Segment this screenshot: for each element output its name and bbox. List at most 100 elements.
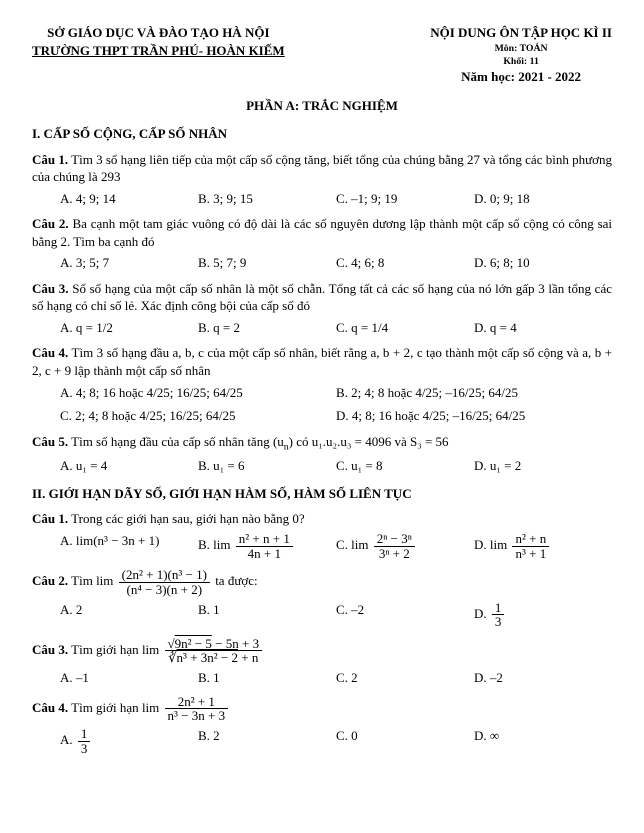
ans-b: B. u₁ = 6 bbox=[198, 457, 336, 475]
ans-d: D. u₁ = 2 bbox=[474, 457, 612, 475]
q-post: ta được: bbox=[215, 573, 257, 588]
ans-b: B. 2 bbox=[198, 727, 336, 755]
q-label: Câu 1. bbox=[32, 511, 68, 526]
s1-q1-answers: A. 4; 9; 14 B. 3; 9; 15 C. –1; 9; 19 D. … bbox=[60, 190, 612, 208]
q-lim: lim bbox=[142, 700, 159, 715]
ans-b: B. lim n² + n + 1 4n + 1 bbox=[198, 532, 336, 560]
ans-d-pre: D. lim bbox=[474, 537, 507, 552]
ans-c: C. lim 2ⁿ − 3ⁿ 3ⁿ + 2 bbox=[336, 532, 474, 560]
q-text-mid: ) có bbox=[289, 434, 312, 449]
s1-q3-answers: A. q = 1/2 B. q = 2 C. q = 1/4 D. q = 4 bbox=[60, 319, 612, 337]
s2-q3-frac: √9n² − 5 − 5n + 3 ∛n³ + 3n² − 2 + n bbox=[165, 637, 263, 665]
s1-q1: Câu 1. Tìm 3 số hạng liên tiếp của một c… bbox=[32, 151, 612, 186]
ans-a: A. u₁ = 4 bbox=[60, 457, 198, 475]
section2-title: II. GIỚI HẠN DÃY SỐ, GIỚI HẠN HÀM SỐ, HÀ… bbox=[32, 485, 612, 503]
ans-d-den: 3 bbox=[492, 615, 505, 629]
ans-b: B. 1 bbox=[198, 669, 336, 687]
ans-d: D. 6; 8; 10 bbox=[474, 254, 612, 272]
q-label: Câu 2. bbox=[32, 573, 68, 588]
ans-d-frac: n² + n n³ + 1 bbox=[512, 532, 549, 560]
ans-b-num: n² + n + 1 bbox=[236, 532, 293, 547]
q-pre: Tìm bbox=[71, 573, 96, 588]
q-text: Số số hạng của một cấp số nhân là một số… bbox=[32, 281, 612, 314]
ans-a: A. 3; 5; 7 bbox=[60, 254, 198, 272]
ans-d-pre: D. bbox=[474, 606, 490, 621]
q-lim: lim bbox=[142, 642, 159, 657]
header-right: NỘI DUNG ÔN TẬP HỌC KÌ II Môn: TOÁN Khối… bbox=[430, 24, 612, 85]
s2-q3-answers: A. –1 B. 1 C. 2 D. –2 bbox=[60, 669, 612, 687]
q-label: Câu 4. bbox=[32, 700, 68, 715]
ans-d: D. 4; 8; 16 hoặc 4/25; –16/25; 64/25 bbox=[336, 407, 612, 425]
q-label: Câu 2. bbox=[32, 216, 69, 231]
q-text: Trong các giới hạn sau, giới hạn nào bằn… bbox=[71, 511, 305, 526]
s2-q1-answers: A. lim(n³ − 3n + 1) B. lim n² + n + 1 4n… bbox=[60, 532, 612, 560]
ans-c-frac: 2ⁿ − 3ⁿ 3ⁿ + 2 bbox=[374, 532, 415, 560]
ans-c: C. u₁ = 8 bbox=[336, 457, 474, 475]
s2-q3-num-tail: − 5n + 3 bbox=[212, 636, 259, 651]
header-left: SỞ GIÁO DỤC VÀ ĐÀO TẠO HÀ NỘI TRƯỜNG THP… bbox=[32, 24, 285, 85]
ans-c: C. q = 1/4 bbox=[336, 319, 474, 337]
q-text: Ba cạnh một tam giác vuông có độ dài là … bbox=[32, 216, 612, 249]
ans-c: C. –2 bbox=[336, 601, 474, 629]
ans-b: B. 1 bbox=[198, 601, 336, 629]
ans-c: C. 2 bbox=[336, 669, 474, 687]
s2-q4-num: 2n² + 1 bbox=[165, 695, 229, 710]
ans-a: A. 4; 9; 14 bbox=[60, 190, 198, 208]
s2-q4-den: n³ − 3n + 3 bbox=[165, 709, 229, 723]
ans-b: B. 2; 4; 8 hoặc 4/25; –16/25; 64/25 bbox=[336, 384, 612, 402]
s2-q3-den-tail: + n bbox=[238, 650, 258, 665]
q-text: Tìm 3 số hạng liên tiếp của một cấp số c… bbox=[32, 152, 612, 185]
part-a-title: PHẦN A: TRẮC NGHIỆM bbox=[32, 97, 612, 115]
s1-q3: Câu 3. Số số hạng của một cấp số nhân là… bbox=[32, 280, 612, 315]
ans-d: D. lim n² + n n³ + 1 bbox=[474, 532, 612, 560]
ans-a-pre: A. bbox=[60, 732, 76, 747]
ans-c-den: 3ⁿ + 2 bbox=[374, 547, 415, 561]
ans-a: A. lim(n³ − 3n + 1) bbox=[60, 532, 198, 560]
s1-q4-answers-row2: C. 2; 4; 8 hoặc 4/25; 16/25; 64/25 D. 4;… bbox=[60, 407, 612, 425]
s1-q2-answers: A. 3; 5; 7 B. 5; 7; 9 C. 4; 6; 8 D. 6; 8… bbox=[60, 254, 612, 272]
s2-q4: Câu 4. Tìm giới hạn lim 2n² + 1 n³ − 3n … bbox=[32, 695, 612, 723]
s1-q2: Câu 2. Ba cạnh một tam giác vuông có độ … bbox=[32, 215, 612, 250]
q-label: Câu 5. bbox=[32, 434, 68, 449]
ans-b-pre: B. lim bbox=[198, 537, 231, 552]
ans-c-pre: C. lim bbox=[336, 537, 369, 552]
ans-b-frac: n² + n + 1 4n + 1 bbox=[236, 532, 293, 560]
ans-a-den: 3 bbox=[78, 742, 91, 756]
s2-q2-frac: (2n² + 1)(n³ − 1) (n⁴ − 3)(n + 2) bbox=[119, 568, 210, 596]
s2-q2-answers: A. 2 B. 1 C. –2 D. 1 3 bbox=[60, 601, 612, 629]
s2-q3: Câu 3. Tìm giới hạn lim √9n² − 5 − 5n + … bbox=[32, 637, 612, 665]
ans-c: C. –1; 9; 19 bbox=[336, 190, 474, 208]
q-pre: Tìm giới hạn bbox=[71, 700, 142, 715]
ans-d-frac: 1 3 bbox=[492, 601, 505, 629]
doc-header: SỞ GIÁO DỤC VÀ ĐÀO TẠO HÀ NỘI TRƯỜNG THP… bbox=[32, 24, 612, 85]
ans-b: B. 3; 9; 15 bbox=[198, 190, 336, 208]
q-label: Câu 1. bbox=[32, 152, 68, 167]
ans-b: B. q = 2 bbox=[198, 319, 336, 337]
s1-q5-answers: A. u₁ = 4 B. u₁ = 6 C. u₁ = 8 D. u₁ = 2 bbox=[60, 457, 612, 475]
q-label: Câu 4. bbox=[32, 345, 68, 360]
header-year: Năm học: 2021 - 2022 bbox=[430, 68, 612, 86]
s2-q3-den: ∛n³ + 3n² − 2 + n bbox=[165, 651, 263, 665]
q-text-uprod: u₁.u₂.u₃ = 4096 và S₃ = 56 bbox=[312, 434, 449, 449]
q-label: Câu 3. bbox=[32, 281, 69, 296]
header-title: NỘI DUNG ÔN TẬP HỌC KÌ II bbox=[430, 24, 612, 42]
ans-a: A. 4; 8; 16 hoặc 4/25; 16/25; 64/25 bbox=[60, 384, 336, 402]
ans-d-num: 1 bbox=[492, 601, 505, 616]
ans-a: A. 2 bbox=[60, 601, 198, 629]
s1-q4: Câu 4. Tìm 3 số hạng đầu a, b, c của một… bbox=[32, 344, 612, 379]
ans-d: D. 1 3 bbox=[474, 601, 612, 629]
ans-d: D. ∞ bbox=[474, 727, 612, 755]
s2-q3-num-sqrt: 9n² − 5 bbox=[175, 636, 212, 651]
s2-q2: Câu 2. Tìm lim (2n² + 1)(n³ − 1) (n⁴ − 3… bbox=[32, 568, 612, 596]
ans-d: D. 0; 9; 18 bbox=[474, 190, 612, 208]
ans-a: A. q = 1/2 bbox=[60, 319, 198, 337]
s2-q2-den: (n⁴ − 3)(n + 2) bbox=[119, 583, 210, 597]
s1-q4-answers-row1: A. 4; 8; 16 hoặc 4/25; 16/25; 64/25 B. 2… bbox=[60, 384, 612, 402]
ans-a: A. 1 3 bbox=[60, 727, 198, 755]
ans-c: C. 0 bbox=[336, 727, 474, 755]
ans-b-den: 4n + 1 bbox=[236, 547, 293, 561]
q-text-pre: Tìm số hạng đầu của cấp số nhân tăng (u bbox=[71, 434, 284, 449]
ans-d: D. q = 4 bbox=[474, 319, 612, 337]
ans-d-den: n³ + 1 bbox=[512, 547, 549, 561]
q-text: Tìm 3 số hạng đầu a, b, c của một cấp số… bbox=[32, 345, 612, 378]
